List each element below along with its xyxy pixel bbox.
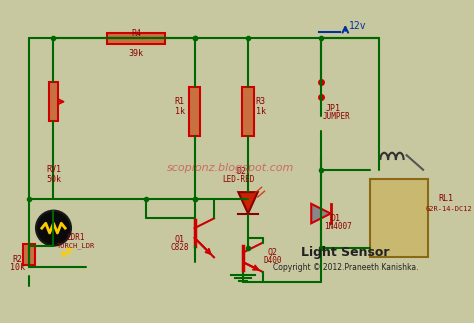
Bar bbox=[23, 244, 35, 265]
Text: C828: C828 bbox=[171, 243, 189, 252]
Text: D1: D1 bbox=[330, 214, 341, 223]
Text: 39k: 39k bbox=[128, 48, 144, 57]
Text: R2: R2 bbox=[12, 255, 22, 264]
Text: D2: D2 bbox=[236, 167, 246, 176]
Text: RV1: RV1 bbox=[46, 165, 61, 174]
Text: Q2: Q2 bbox=[267, 248, 277, 257]
Text: Q1: Q1 bbox=[175, 235, 185, 244]
Text: R1: R1 bbox=[175, 97, 185, 106]
Text: 10k: 10k bbox=[10, 263, 25, 272]
Text: LDR1: LDR1 bbox=[67, 233, 85, 242]
Text: R3: R3 bbox=[255, 97, 266, 106]
Text: 50k: 50k bbox=[46, 175, 61, 184]
Text: G2R-14-DC12: G2R-14-DC12 bbox=[426, 206, 473, 212]
Text: TORCH_LDR: TORCH_LDR bbox=[57, 242, 95, 249]
Bar bbox=[242, 87, 254, 136]
Bar bbox=[107, 33, 165, 44]
Text: Light Sensor: Light Sensor bbox=[301, 246, 390, 259]
Text: LED-RED: LED-RED bbox=[222, 175, 255, 184]
Polygon shape bbox=[238, 192, 258, 214]
Polygon shape bbox=[311, 204, 331, 223]
Bar bbox=[49, 82, 58, 121]
Text: R4: R4 bbox=[131, 29, 141, 38]
Text: Copyright © 2012.Praneeth Kanishka.: Copyright © 2012.Praneeth Kanishka. bbox=[273, 263, 418, 272]
Text: JUMPER: JUMPER bbox=[323, 112, 350, 121]
Text: 1k: 1k bbox=[175, 107, 185, 116]
Text: 1k: 1k bbox=[255, 107, 266, 116]
Bar bbox=[370, 180, 428, 257]
Circle shape bbox=[36, 211, 71, 245]
Text: scopionz.blogspot.com: scopionz.blogspot.com bbox=[167, 163, 294, 173]
Text: RL1: RL1 bbox=[438, 194, 453, 203]
Text: JP1: JP1 bbox=[325, 104, 340, 113]
Bar bbox=[189, 87, 201, 136]
Text: D400: D400 bbox=[263, 256, 282, 265]
Text: 1N4007: 1N4007 bbox=[325, 222, 352, 231]
Text: 12v: 12v bbox=[349, 21, 367, 31]
